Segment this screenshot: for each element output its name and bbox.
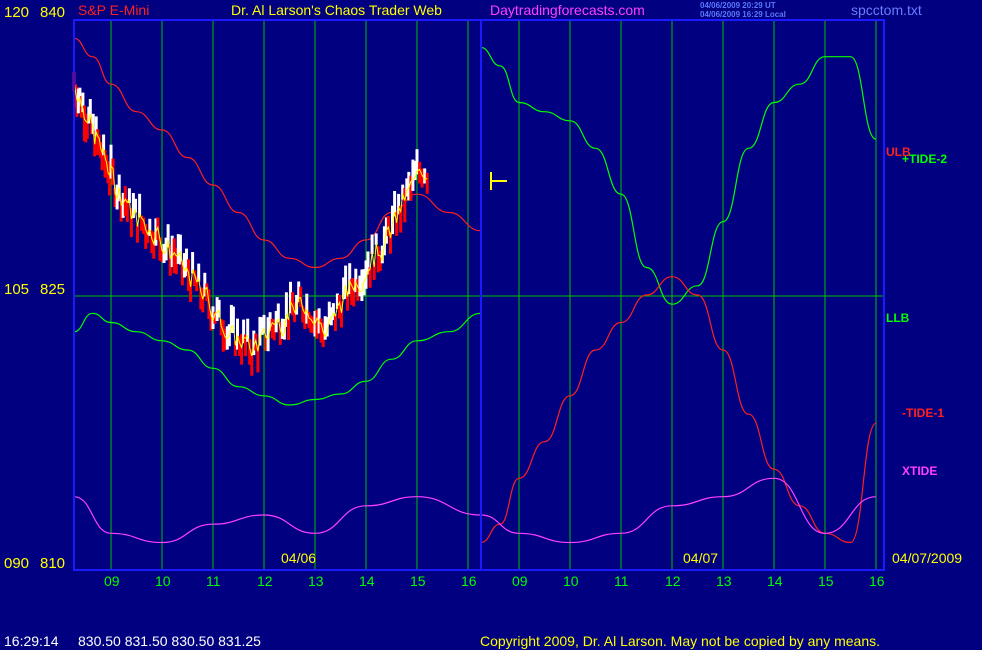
label-xtide: XTIDE	[902, 464, 938, 478]
label-tide2: +TIDE-2	[902, 152, 948, 166]
quote-values: 830.50 831.50 830.50 831.25	[78, 633, 261, 649]
hour-label: 11	[614, 573, 629, 589]
series-tide-1	[480, 276, 877, 544]
hour-label: 12	[665, 573, 681, 589]
timestamp-local: 04/06/2009 16:29 Local	[700, 10, 786, 19]
y-left-mid: 105	[4, 281, 30, 298]
label-ulb: ULB	[886, 145, 911, 159]
last-price-marker	[490, 172, 507, 190]
date-label-day1: 04/06	[281, 550, 317, 566]
timestamp-ut: 04/06/2009 20:29 UT	[700, 1, 776, 10]
hour-label: 11	[206, 573, 221, 589]
hour-label: 13	[308, 573, 324, 589]
hour-label: 15	[818, 573, 834, 589]
hour-label: 13	[716, 573, 732, 589]
y-right-top: 840	[40, 4, 66, 21]
hour-label: 10	[563, 573, 579, 589]
moving-average-line	[73, 80, 428, 357]
y-right-bottom: 810	[40, 555, 66, 572]
date-label-day2: 04/07	[683, 550, 719, 566]
y-right-mid: 825	[40, 281, 66, 298]
label-tide1: -TIDE-1	[902, 406, 944, 420]
quote-time: 16:29:14	[4, 633, 59, 649]
chart-title: Dr. Al Larson's Chaos Trader Web	[231, 2, 442, 18]
hour-label: 12	[257, 573, 273, 589]
date-label-full: 04/07/2009	[892, 550, 963, 566]
hour-label: 09	[512, 573, 528, 589]
series-tide-2	[480, 46, 877, 305]
label-llb: LLB	[886, 311, 910, 325]
hour-label: 09	[104, 573, 120, 589]
hour-label: 15	[410, 573, 426, 589]
y-left-top: 120	[4, 4, 30, 21]
hour-label: 16	[461, 573, 477, 589]
y-left-bottom: 090	[4, 555, 30, 572]
hour-label: 16	[869, 573, 885, 589]
plot-frame	[73, 19, 885, 571]
hour-label: 14	[359, 573, 375, 589]
series-llb	[73, 312, 482, 406]
copyright: Copyright 2009, Dr. Al Larson. May not b…	[480, 633, 881, 649]
site-link[interactable]: Daytradingforecasts.com	[490, 2, 645, 18]
data-file-name: spcctom.txt	[851, 2, 922, 18]
hour-label: 14	[767, 573, 783, 589]
hour-label: 10	[155, 573, 171, 589]
instrument-title: S&P E-Mini	[78, 2, 150, 18]
